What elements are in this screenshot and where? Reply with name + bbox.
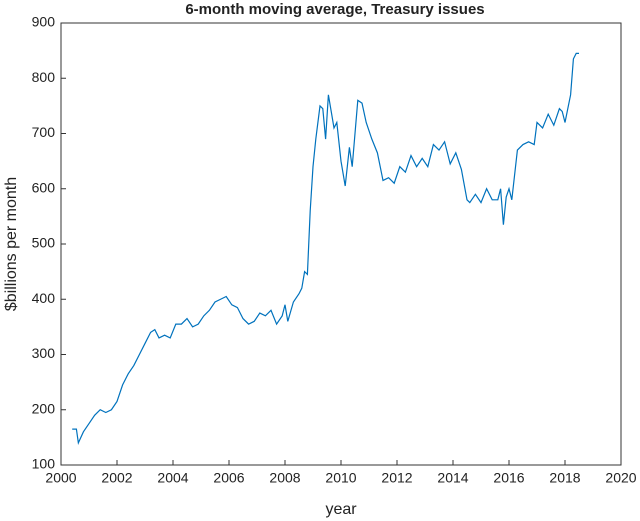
plot-frame — [60, 22, 622, 466]
x-tick-label: 2014 — [437, 470, 468, 486]
y-tick-label: 300 — [32, 345, 56, 361]
x-tick-label: 2010 — [325, 470, 356, 486]
y-tick-label: 600 — [32, 179, 56, 195]
y-axis-label: $billions per month — [3, 177, 20, 311]
y-tick-label: 800 — [32, 69, 56, 85]
y-tick-label: 900 — [32, 14, 56, 30]
x-axis-label: year — [325, 501, 357, 518]
x-tick-label: 2006 — [213, 470, 244, 486]
chart-title: 6-month moving average, Treasury issues — [185, 1, 484, 18]
data-line — [72, 52, 579, 446]
y-tick-label: 700 — [32, 124, 56, 140]
y-tick-label: 400 — [32, 290, 56, 306]
x-tick-label: 2016 — [493, 470, 524, 486]
y-tick-label: 500 — [32, 235, 56, 251]
x-tick-label: 2008 — [269, 470, 300, 486]
x-tick-label: 2012 — [381, 470, 412, 486]
x-tick-label: 2002 — [101, 470, 132, 486]
y-tick-label: 100 — [32, 456, 56, 472]
x-tick-label: 2004 — [157, 470, 188, 486]
x-tick-label: 2020 — [605, 470, 636, 486]
x-tick-label: 2000 — [45, 470, 76, 486]
y-tick-label: 200 — [32, 400, 56, 416]
x-tick-label: 2018 — [549, 470, 580, 486]
